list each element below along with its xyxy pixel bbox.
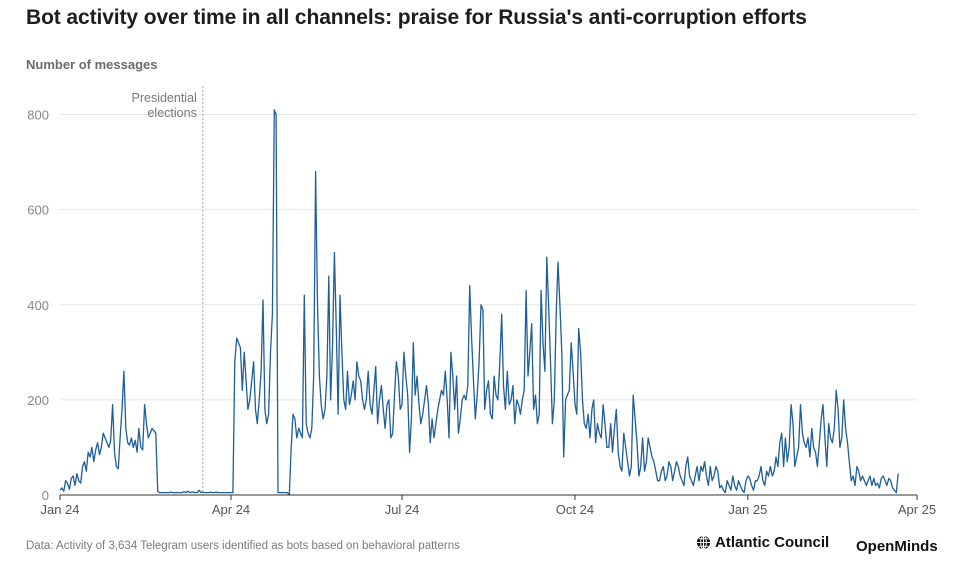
- openminds-logo: OpenMinds: [856, 538, 938, 555]
- x-tick-label: Apr 25: [898, 502, 936, 517]
- election-annotation-label: elections: [147, 106, 196, 120]
- x-tick-label: Apr 24: [212, 502, 250, 517]
- x-tick-label: Jul 24: [385, 502, 420, 517]
- globe-icon: [696, 535, 711, 550]
- y-tick-label: 200: [27, 393, 49, 408]
- source-note: Data: Activity of 3,634 Telegram users i…: [26, 540, 460, 552]
- series-line: [59, 109, 899, 496]
- x-tick-label: Oct 24: [556, 502, 594, 517]
- atlantic-council-text: Atlantic Council: [715, 534, 830, 551]
- y-tick-label: 400: [27, 298, 49, 313]
- atlantic-council-logo: Atlantic Council: [696, 534, 829, 551]
- y-axis-label: Number of messages: [26, 57, 158, 72]
- chart-title: Bot activity over time in all channels: …: [26, 6, 807, 29]
- election-annotation-label: Presidential: [132, 91, 197, 105]
- x-tick-label: Jan 25: [728, 502, 767, 517]
- y-tick-label: 0: [42, 488, 49, 503]
- y-tick-label: 600: [27, 203, 49, 218]
- y-tick-label: 800: [27, 108, 49, 123]
- x-tick-label: Jan 24: [40, 502, 79, 517]
